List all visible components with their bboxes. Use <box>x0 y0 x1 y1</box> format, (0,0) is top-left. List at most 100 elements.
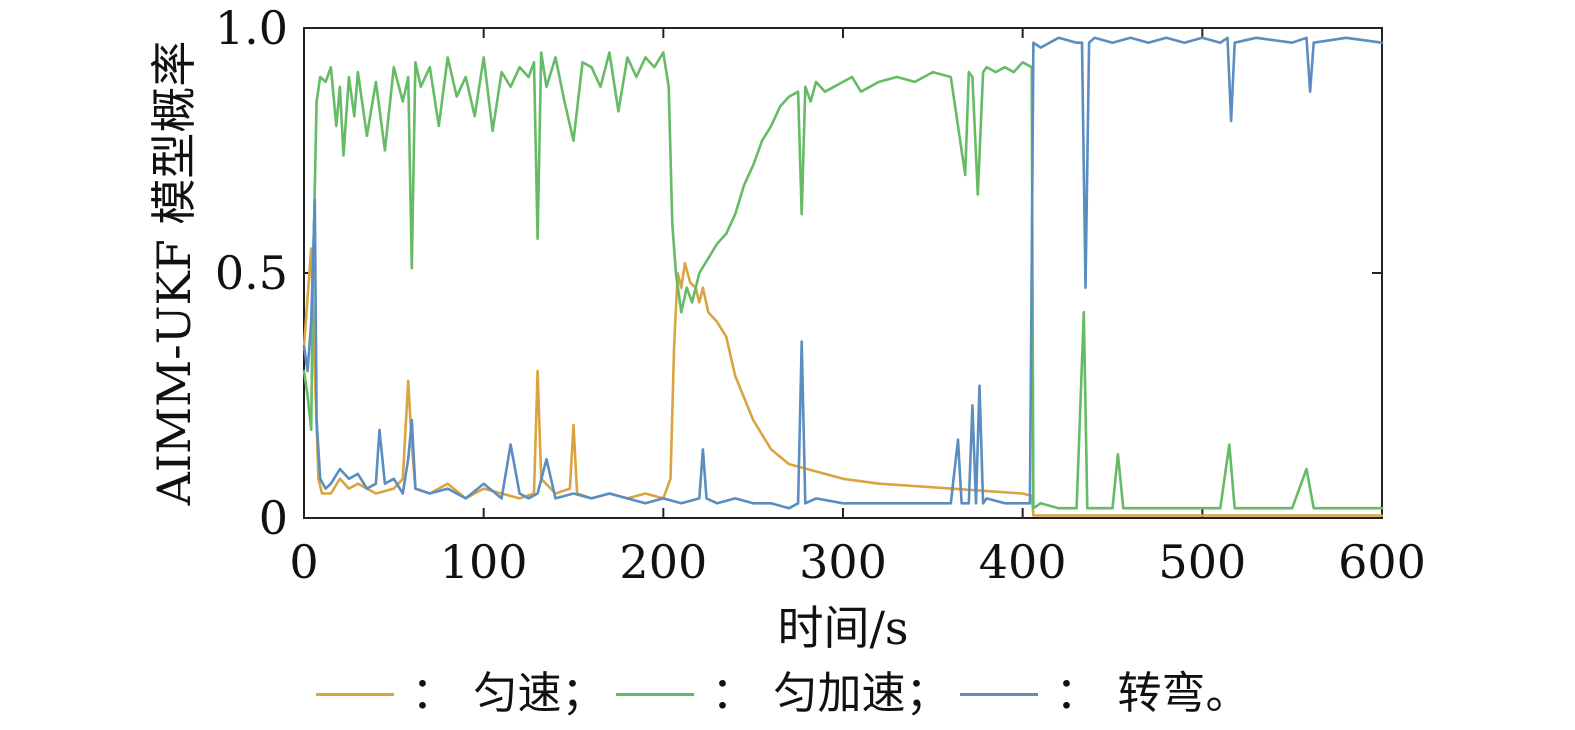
series-point <box>1291 515 1293 517</box>
series-point <box>447 488 449 490</box>
series-point <box>702 449 704 451</box>
series-point <box>860 91 862 93</box>
series-point <box>1058 507 1060 509</box>
series-point <box>968 503 970 505</box>
series-point <box>528 76 530 78</box>
series-point <box>986 490 988 492</box>
series-point <box>407 458 409 460</box>
series-point <box>797 91 799 93</box>
series-point <box>384 150 386 152</box>
series-point <box>770 125 772 127</box>
series-point <box>325 488 327 490</box>
series-point <box>1220 507 1222 509</box>
series-point <box>474 115 476 117</box>
series-point <box>330 66 332 68</box>
series-point <box>510 86 512 88</box>
series-point <box>645 503 647 505</box>
series-point <box>1381 515 1383 517</box>
series-point <box>609 493 611 495</box>
series-point <box>627 498 629 500</box>
series-line <box>302 247 1384 517</box>
series-point <box>627 57 629 59</box>
x-axis-label: 时间/s <box>777 601 908 655</box>
series-point <box>896 76 898 78</box>
series-point <box>1230 120 1232 122</box>
series-point <box>914 503 916 505</box>
series-point <box>681 503 683 505</box>
series-point <box>1076 507 1078 509</box>
series-point <box>546 86 548 88</box>
series-point <box>1033 515 1035 517</box>
series-point <box>932 71 934 73</box>
legend-item-accel: ： 匀加速； <box>615 672 960 716</box>
y-tick-label: 0.5 <box>215 246 288 300</box>
series-point <box>1309 91 1311 93</box>
series-point <box>501 71 503 73</box>
series-point <box>797 503 799 505</box>
series-point <box>691 302 693 304</box>
series-point <box>357 473 359 475</box>
series-point <box>975 503 977 505</box>
series-point <box>968 71 970 73</box>
series-point <box>1291 507 1293 509</box>
series-point <box>668 86 670 88</box>
legend-label-turn: 转弯。 <box>1117 668 1250 719</box>
series-point <box>310 429 312 431</box>
series-point <box>957 439 959 441</box>
series-point <box>1083 311 1085 313</box>
series-point <box>982 503 984 505</box>
series-point <box>415 488 417 490</box>
legend-item-turn: ： 转弯。 <box>959 668 1260 719</box>
series-point <box>1166 37 1168 39</box>
series-point <box>805 503 807 505</box>
series-point <box>663 498 665 500</box>
series-point <box>1087 507 1089 509</box>
series-point <box>393 66 395 68</box>
series-point <box>878 483 880 485</box>
series-point <box>1112 42 1114 44</box>
chart: 0 100 200 300 400 500 600 0 0.5 1.0 时间/s AIMM-UK… <box>147 1 1426 655</box>
series-point <box>743 184 745 186</box>
series-point <box>805 86 807 88</box>
series-point <box>699 302 701 304</box>
series-point <box>725 233 727 235</box>
series-point <box>384 483 386 485</box>
series-point <box>1040 47 1042 49</box>
series-point <box>1306 468 1308 470</box>
series-point <box>977 194 979 196</box>
series-point <box>307 395 309 397</box>
series-point <box>1306 37 1308 39</box>
series-point <box>366 135 368 137</box>
series-point <box>950 503 952 505</box>
series-line <box>302 51 1384 510</box>
series-point <box>483 488 485 490</box>
series-point <box>573 493 575 495</box>
series-point <box>375 493 377 495</box>
series-point <box>537 238 539 240</box>
series-point <box>663 52 665 54</box>
series-point <box>645 57 647 59</box>
series-point <box>375 81 377 83</box>
series-point <box>654 66 656 68</box>
series-point <box>734 375 736 377</box>
series-point <box>734 498 736 500</box>
series-point <box>582 62 584 64</box>
series-point <box>316 101 318 103</box>
series-point <box>564 101 566 103</box>
series-2 <box>302 36 1384 510</box>
series-point <box>1088 42 1090 44</box>
series-point <box>316 419 318 421</box>
series-point <box>600 86 602 88</box>
series-point <box>1058 515 1060 517</box>
series-point <box>1148 42 1150 44</box>
series-point <box>348 478 350 480</box>
series-point <box>447 483 449 485</box>
series-point <box>393 488 395 490</box>
series-point <box>591 498 593 500</box>
series-point <box>716 321 718 323</box>
series-point <box>684 262 686 264</box>
series-point <box>483 57 485 59</box>
series-point <box>673 346 675 348</box>
series-point <box>339 468 341 470</box>
series-point <box>725 336 727 338</box>
